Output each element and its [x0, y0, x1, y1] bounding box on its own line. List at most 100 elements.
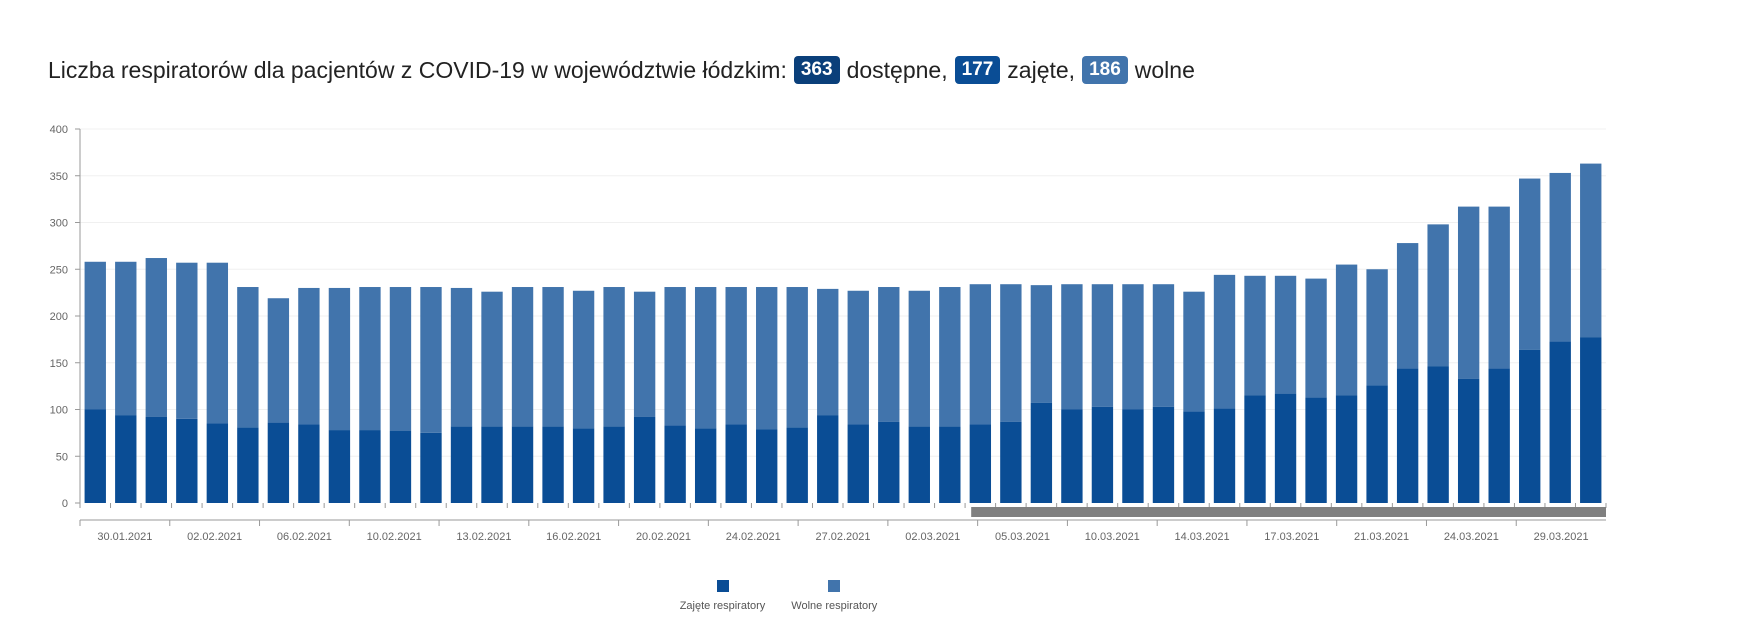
y-tick-label: 100	[50, 405, 68, 417]
y-tick-label: 150	[50, 358, 68, 370]
bar-occupied	[84, 409, 106, 503]
bar-free	[1000, 284, 1022, 422]
x-tick-label: 21.03.2021	[1354, 531, 1409, 543]
x-tick-label: 06.02.2021	[277, 531, 332, 543]
legend-item[interactable]: Zajęte respiratory	[679, 580, 766, 612]
bar-free	[206, 262, 229, 424]
bar-free	[694, 287, 717, 429]
bar-occupied	[664, 425, 686, 503]
bar-occupied	[633, 416, 656, 503]
x-tick-label: 14.03.2021	[1175, 531, 1230, 543]
bar-occupied	[237, 427, 259, 503]
bar-occupied	[694, 428, 717, 503]
bar-occupied	[572, 428, 595, 503]
bar-occupied	[450, 426, 473, 503]
bar-free	[145, 258, 167, 417]
y-tick-label: 0	[62, 498, 68, 510]
bar-free	[1305, 278, 1327, 398]
bar-occupied	[1549, 341, 1571, 503]
bar-occupied	[878, 421, 900, 503]
occupied-label: zajęte,	[1007, 56, 1076, 83]
bar-free	[1091, 284, 1114, 407]
bar-occupied	[1427, 366, 1449, 503]
legend-label: Zajęte respiratory	[679, 600, 766, 612]
x-tick-label: 27.02.2021	[815, 531, 870, 543]
bar-free	[1152, 284, 1175, 407]
bar-occupied	[786, 427, 808, 503]
bar-free	[908, 290, 930, 427]
bar-occupied	[481, 426, 503, 503]
x-tick-label: 02.02.2021	[187, 531, 242, 543]
x-tick-label: 05.03.2021	[995, 531, 1050, 543]
x-tick-label: 13.02.2021	[456, 531, 511, 543]
x-tick-label: 10.03.2021	[1085, 531, 1140, 543]
bar-free	[1396, 243, 1419, 369]
bar-occupied	[1366, 385, 1388, 503]
bar-free	[633, 291, 656, 417]
bar-occupied	[603, 426, 625, 503]
bar-occupied	[1274, 393, 1297, 503]
bar-free	[1244, 275, 1266, 396]
y-tick-label: 350	[50, 171, 68, 183]
bar-occupied	[725, 424, 747, 503]
free-label: wolne	[1134, 56, 1195, 83]
bar-occupied	[1152, 406, 1175, 503]
bar-occupied	[1519, 349, 1541, 503]
bar-free	[939, 287, 961, 427]
available-label: dostępne,	[846, 56, 948, 83]
legend-label: Wolne respiratory	[791, 600, 878, 612]
y-tick-label: 300	[50, 218, 68, 230]
bar-free	[847, 290, 869, 425]
bar-occupied	[1335, 395, 1358, 503]
bar-free	[1427, 224, 1449, 367]
bar-occupied	[1580, 337, 1602, 503]
bar-occupied	[817, 415, 839, 503]
bar-free	[756, 287, 778, 430]
bar-free	[1183, 291, 1205, 412]
bar-occupied	[1244, 395, 1266, 503]
bar-free	[450, 287, 473, 427]
bar-occupied	[145, 416, 167, 503]
bar-free	[511, 287, 534, 427]
bar-free	[389, 287, 412, 432]
bar-free	[1457, 206, 1480, 379]
bar-occupied	[298, 424, 320, 503]
bar-occupied	[1213, 408, 1236, 503]
bar-occupied	[756, 429, 778, 503]
bar-free	[359, 287, 381, 431]
bar-occupied	[939, 426, 961, 503]
bar-free	[817, 288, 839, 416]
bar-occupied	[1000, 421, 1022, 503]
bar-free	[1335, 264, 1358, 396]
bar-occupied	[267, 422, 290, 503]
bar-occupied	[115, 415, 137, 503]
x-tick-label: 24.02.2021	[726, 531, 781, 543]
bar-occupied	[511, 426, 534, 503]
bar-free	[1366, 269, 1388, 386]
title-prefix: Liczba respiratorów dla pacjentów z COVI…	[48, 56, 787, 83]
y-tick-label: 250	[50, 264, 68, 276]
bar-free	[603, 287, 625, 427]
bar-free	[664, 287, 686, 426]
bar-free	[237, 287, 259, 428]
bar-occupied	[1183, 411, 1205, 503]
range-scrollbar[interactable]	[971, 507, 1606, 517]
bar-occupied	[1091, 406, 1114, 503]
bar-free	[267, 298, 290, 423]
bar-free	[572, 290, 595, 429]
bar-occupied	[1061, 409, 1083, 503]
y-tick-label: 400	[50, 124, 68, 136]
bar-free	[969, 284, 992, 425]
bar-free	[420, 287, 442, 433]
bar-occupied	[420, 432, 442, 503]
bar-occupied	[1122, 409, 1144, 503]
legend-swatch	[828, 580, 841, 592]
bar-free	[115, 261, 137, 416]
bar-occupied	[1488, 368, 1510, 503]
free-badge: 186	[1082, 56, 1128, 84]
bar-free	[1549, 172, 1571, 342]
chart-legend: Zajęte respiratory Wolne respiratory	[0, 580, 1652, 612]
legend-item[interactable]: Wolne respiratory	[791, 580, 877, 612]
bar-occupied	[328, 430, 351, 503]
